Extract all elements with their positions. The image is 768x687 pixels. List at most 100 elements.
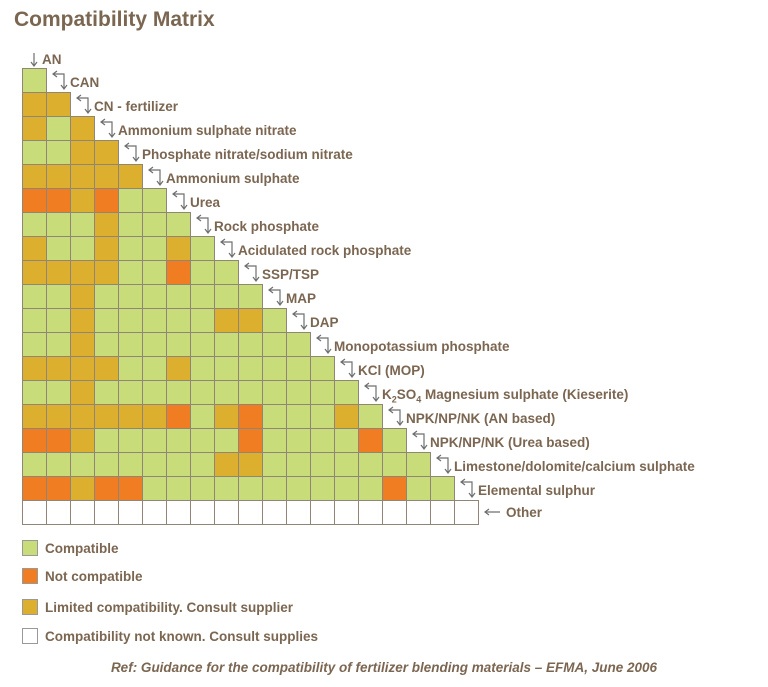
matrix-cell-compatible (286, 476, 311, 501)
page-title: Compatibility Matrix (14, 8, 215, 31)
matrix-cell-limited (46, 356, 71, 381)
matrix-cell-compatible (214, 284, 239, 309)
matrix-cell-compatible (142, 452, 167, 477)
matrix-cell-compatible (142, 332, 167, 357)
matrix-cell-compatible (262, 452, 287, 477)
material-label: Other (506, 505, 543, 520)
matrix-cell-compatible (46, 452, 71, 477)
matrix-cell-compatible (166, 308, 191, 333)
matrix-cell-compatible (46, 332, 71, 357)
arrow-icon (76, 94, 92, 114)
matrix-cell-compatible (334, 476, 359, 501)
matrix-cell-compatible (238, 356, 263, 381)
matrix-cell-limited (70, 332, 95, 357)
matrix-cell-limited (46, 404, 71, 429)
matrix-cell-limited (22, 164, 47, 189)
matrix-cell-limited (94, 140, 119, 165)
legend-compatible: Compatible (22, 540, 119, 556)
arrow-icon (124, 142, 140, 162)
material-label: MAP (286, 291, 316, 306)
matrix-cell-compatible (190, 356, 215, 381)
matrix-cell-compatible (118, 452, 143, 477)
matrix-cell-compatible (430, 476, 455, 501)
matrix-cell-limited (70, 140, 95, 165)
matrix-cell-compatible (286, 332, 311, 357)
matrix-cell-limited (46, 260, 71, 285)
matrix-cell-limited (46, 164, 71, 189)
legend-swatch-compatible (22, 540, 38, 556)
matrix-cell-not-compatible (382, 476, 407, 501)
matrix-cell-limited (334, 404, 359, 429)
matrix-cell-compatible (166, 380, 191, 405)
matrix-cell-limited (118, 404, 143, 429)
matrix-cell-compatible (70, 212, 95, 237)
matrix-cell-unknown (166, 500, 191, 525)
matrix-cell-compatible (406, 452, 431, 477)
matrix-cell-compatible (46, 116, 71, 141)
matrix-cell-compatible (214, 380, 239, 405)
material-label: NPK/NP/NK (Urea based) (430, 435, 590, 450)
matrix-cell-unknown (70, 500, 95, 525)
compatibility-matrix: AN CAN CN - fertilizer Ammonium sulphate ni… (22, 52, 695, 525)
arrow-icon (316, 334, 332, 354)
material-label: Acidulated rock phosphate (238, 243, 412, 258)
matrix-cell-compatible (190, 380, 215, 405)
matrix-cell-not-compatible (118, 476, 143, 501)
matrix-cell-limited (94, 260, 119, 285)
matrix-cell-limited (214, 308, 239, 333)
legend-label: Not compatible (45, 568, 143, 584)
matrix-cell-limited (238, 308, 263, 333)
material-label: Monopotassium phosphate (334, 339, 510, 354)
matrix-cell-limited (94, 236, 119, 261)
matrix-cell-compatible (118, 356, 143, 381)
legend-swatch-not-compatible (22, 568, 38, 584)
matrix-cell-compatible (46, 140, 71, 165)
matrix-cell-unknown (118, 500, 143, 525)
matrix-cell-compatible (166, 284, 191, 309)
matrix-cell-compatible (46, 236, 71, 261)
arrow-icon (268, 286, 284, 306)
matrix-cell-compatible (262, 332, 287, 357)
matrix-cell-limited (22, 116, 47, 141)
legend-limited: Limited compatibility. Consult supplier (22, 599, 293, 615)
matrix-cell-compatible (214, 428, 239, 453)
material-label: Elemental sulphur (478, 483, 596, 498)
matrix-cell-not-compatible (22, 188, 47, 213)
legend-label: Limited compatibility. Consult supplier (45, 599, 294, 615)
matrix-cell-compatible (262, 476, 287, 501)
legend-swatch-unknown (22, 628, 38, 644)
matrix-cell-compatible (22, 452, 47, 477)
matrix-cell-compatible (382, 452, 407, 477)
matrix-cell-limited (22, 236, 47, 261)
matrix-cell-compatible (310, 356, 335, 381)
matrix-cell-compatible (142, 380, 167, 405)
matrix-cell-not-compatible (46, 476, 71, 501)
arrow-icon (460, 478, 476, 498)
matrix-cell-limited (70, 116, 95, 141)
matrix-cell-compatible (142, 260, 167, 285)
matrix-cell-compatible (190, 236, 215, 261)
matrix-cell-limited (70, 404, 95, 429)
material-label: Rock phosphate (214, 219, 320, 234)
matrix-cell-compatible (46, 380, 71, 405)
matrix-cell-compatible (286, 452, 311, 477)
matrix-cell-compatible (118, 428, 143, 453)
matrix-cell-compatible (166, 452, 191, 477)
legend-label: Compatibility not known. Consult supplie… (45, 628, 318, 644)
legend-label: Compatible (45, 540, 119, 556)
matrix-cell-unknown (286, 500, 311, 525)
matrix-cell-compatible (382, 428, 407, 453)
material-label: SSP/TSP (262, 267, 320, 282)
arrow-icon (412, 430, 428, 450)
matrix-cell-unknown (46, 500, 71, 525)
matrix-cell-compatible (214, 332, 239, 357)
matrix-cell-limited (214, 452, 239, 477)
matrix-cell-compatible (286, 380, 311, 405)
matrix-cell-compatible (406, 476, 431, 501)
matrix-cell-compatible (142, 212, 167, 237)
matrix-cell-compatible (142, 308, 167, 333)
matrix-cell-limited (142, 404, 167, 429)
matrix-cell-compatible (94, 284, 119, 309)
legend-unknown: Compatibility not known. Consult supplie… (22, 628, 318, 644)
matrix-cell-limited (70, 380, 95, 405)
